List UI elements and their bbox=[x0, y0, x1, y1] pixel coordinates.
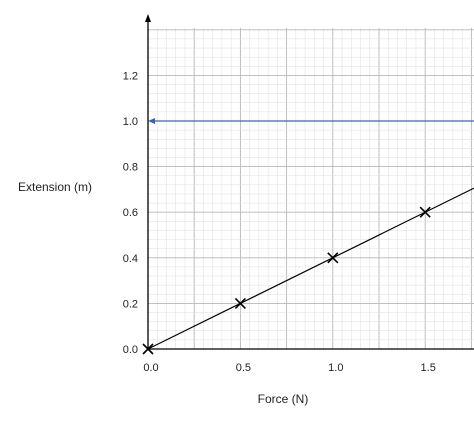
data-point-3 bbox=[419, 206, 431, 218]
data-point-stroke bbox=[327, 252, 339, 264]
y-tick-label: 0.4 bbox=[123, 253, 138, 265]
y-tick-label: 1.0 bbox=[123, 116, 138, 128]
horizontal-read-arrow bbox=[148, 118, 155, 124]
data-point-stroke bbox=[142, 343, 154, 355]
data-point-stroke bbox=[419, 206, 431, 218]
y-axis-title: Extension (m) bbox=[18, 180, 92, 194]
y-tick-label: 1.2 bbox=[123, 70, 138, 82]
y-tick-label: 0.6 bbox=[123, 207, 138, 219]
y-axis-arrow bbox=[145, 14, 151, 22]
x-tick-label: 1.0 bbox=[328, 362, 343, 374]
x-tick-label: 0.0 bbox=[143, 362, 158, 374]
x-tick-label: 1.5 bbox=[421, 362, 436, 374]
y-tick-label: 0.2 bbox=[123, 298, 138, 310]
axes bbox=[145, 14, 474, 350]
y-tick-label: 0.8 bbox=[123, 162, 138, 174]
annotation-lines bbox=[148, 118, 474, 124]
grid bbox=[147, 28, 474, 350]
x-axis-title: Force (N) bbox=[258, 392, 309, 406]
data-point-2 bbox=[327, 252, 339, 264]
tick-labels: 0.00.51.01.52.02.53.00.00.20.40.60.81.01… bbox=[123, 70, 436, 374]
data-point-0 bbox=[142, 343, 154, 355]
x-tick-label: 0.5 bbox=[236, 362, 251, 374]
data-point-stroke bbox=[234, 297, 246, 309]
y-tick-label: 0.0 bbox=[123, 344, 138, 356]
data-points bbox=[142, 206, 431, 355]
data-point-1 bbox=[234, 297, 246, 309]
